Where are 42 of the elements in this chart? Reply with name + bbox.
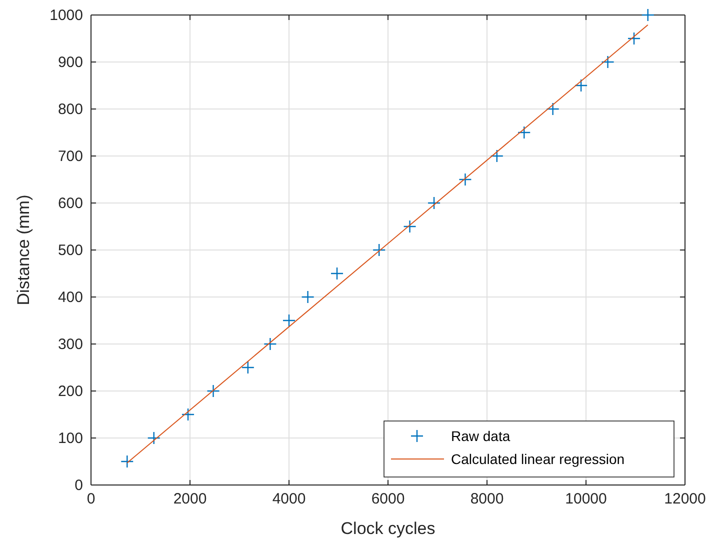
y-tick-label: 500 [58,242,83,259]
point [403,220,416,234]
point [518,126,531,140]
x-tick-label: 6000 [371,490,405,508]
x-axis-title: Clock cycles [340,519,436,538]
point [301,290,314,304]
legend-label: Raw data [451,428,510,444]
point [427,196,441,210]
point [574,78,588,92]
x-tick-label: 12000 [664,490,706,508]
point [181,408,195,422]
y-tick-label: 100 [58,430,83,447]
point [372,243,386,257]
y-tick-label: 400 [58,288,83,306]
y-tick-label: 700 [58,148,83,165]
point [641,8,654,22]
y-tick-label: 300 [58,336,83,353]
point [264,337,277,351]
point [206,384,220,398]
y-tick-label: 1000 [50,6,83,24]
point [458,172,472,186]
point [147,431,160,445]
point [627,32,641,46]
y-tick-label: 900 [58,54,83,71]
legend-label: Calculated linear regression [451,451,625,467]
point [282,314,296,328]
y-tick-label: 0 [74,476,83,494]
point [330,266,344,280]
x-tick-label: 0 [86,490,96,508]
y-tick-label: 200 [58,382,83,400]
y-tick-label: 600 [58,194,83,212]
x-tick-label: 2000 [173,490,207,508]
point [490,149,504,163]
point [120,454,134,468]
point [241,360,255,374]
point [601,55,614,69]
x-tick-label: 10000 [565,490,607,508]
y-tick-label: 800 [58,100,83,118]
y-axis-title: Distance (mm) [14,194,33,306]
point [546,102,560,116]
x-tick-label: 8000 [470,490,504,508]
x-tick-label: 4000 [272,490,306,508]
